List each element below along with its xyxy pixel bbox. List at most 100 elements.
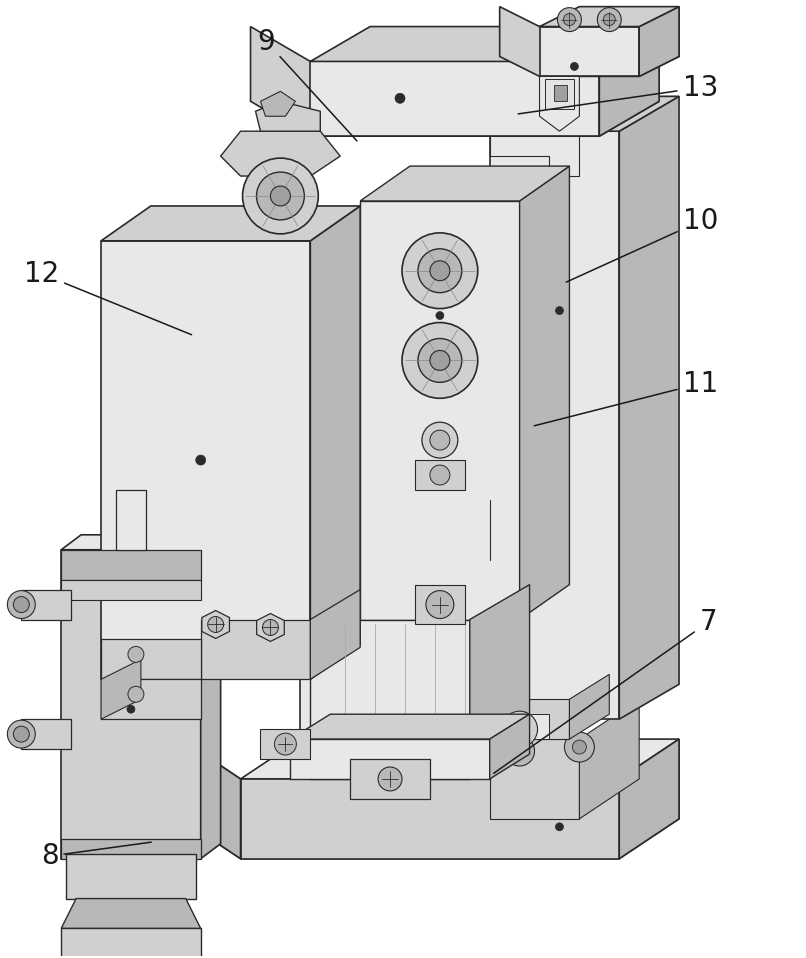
Polygon shape — [310, 27, 659, 61]
Polygon shape — [490, 131, 619, 719]
Polygon shape — [201, 535, 221, 858]
Circle shape — [208, 617, 223, 632]
Circle shape — [564, 732, 594, 762]
Circle shape — [430, 465, 450, 485]
Circle shape — [430, 430, 450, 450]
Polygon shape — [310, 206, 360, 679]
Circle shape — [345, 744, 375, 774]
Circle shape — [597, 8, 621, 32]
Circle shape — [418, 249, 462, 292]
Polygon shape — [350, 759, 430, 799]
Circle shape — [271, 186, 290, 206]
Polygon shape — [21, 589, 71, 620]
Polygon shape — [221, 131, 340, 176]
Text: 11: 11 — [534, 370, 718, 425]
Circle shape — [378, 767, 402, 791]
Polygon shape — [490, 699, 569, 740]
Polygon shape — [545, 80, 575, 109]
Polygon shape — [539, 27, 639, 77]
Circle shape — [571, 62, 579, 71]
Polygon shape — [310, 61, 600, 136]
Circle shape — [501, 711, 538, 747]
Circle shape — [256, 172, 305, 220]
Polygon shape — [101, 659, 141, 719]
Polygon shape — [619, 97, 679, 719]
Circle shape — [128, 686, 144, 702]
Polygon shape — [490, 740, 580, 819]
Circle shape — [563, 13, 575, 26]
Circle shape — [402, 323, 478, 399]
Circle shape — [604, 13, 615, 26]
Text: 9: 9 — [258, 28, 357, 141]
Circle shape — [263, 620, 278, 635]
Polygon shape — [500, 7, 679, 77]
Polygon shape — [555, 85, 567, 102]
Text: 13: 13 — [518, 74, 718, 114]
Polygon shape — [61, 839, 201, 858]
Polygon shape — [240, 740, 679, 779]
Polygon shape — [290, 740, 490, 779]
Circle shape — [402, 233, 478, 308]
Circle shape — [353, 752, 367, 766]
Text: 12: 12 — [24, 260, 192, 334]
Circle shape — [426, 591, 454, 619]
Circle shape — [430, 261, 450, 281]
Polygon shape — [600, 27, 659, 136]
Circle shape — [14, 597, 29, 612]
Circle shape — [555, 823, 563, 831]
Polygon shape — [101, 240, 310, 679]
Polygon shape — [290, 714, 530, 740]
Circle shape — [430, 351, 450, 371]
Polygon shape — [116, 490, 146, 550]
Polygon shape — [490, 714, 530, 779]
Polygon shape — [539, 7, 679, 27]
Polygon shape — [61, 899, 201, 928]
Polygon shape — [490, 500, 559, 559]
Polygon shape — [61, 928, 201, 958]
Polygon shape — [569, 674, 609, 740]
Circle shape — [555, 307, 563, 314]
Circle shape — [558, 8, 581, 32]
Polygon shape — [490, 131, 580, 176]
Circle shape — [196, 455, 206, 465]
Polygon shape — [470, 584, 530, 779]
Polygon shape — [66, 854, 196, 899]
Circle shape — [436, 311, 444, 320]
Polygon shape — [260, 91, 295, 116]
Circle shape — [127, 705, 135, 713]
Circle shape — [513, 744, 526, 758]
Circle shape — [418, 338, 462, 382]
Polygon shape — [21, 719, 71, 749]
Polygon shape — [310, 589, 360, 679]
Polygon shape — [201, 620, 310, 679]
Polygon shape — [256, 102, 320, 131]
Polygon shape — [360, 166, 569, 201]
Circle shape — [7, 591, 35, 619]
Circle shape — [14, 726, 29, 742]
Polygon shape — [101, 206, 360, 240]
Polygon shape — [310, 620, 470, 779]
Polygon shape — [360, 201, 520, 620]
Circle shape — [7, 720, 35, 748]
Circle shape — [422, 422, 458, 458]
Circle shape — [395, 93, 405, 103]
Polygon shape — [580, 699, 639, 819]
Polygon shape — [470, 351, 530, 779]
Text: 10: 10 — [566, 207, 718, 283]
Circle shape — [275, 733, 297, 755]
Polygon shape — [240, 779, 619, 858]
Polygon shape — [490, 97, 679, 131]
Polygon shape — [101, 679, 201, 719]
Polygon shape — [61, 550, 201, 858]
Circle shape — [243, 158, 318, 234]
Polygon shape — [61, 535, 221, 550]
Polygon shape — [490, 714, 550, 740]
Polygon shape — [202, 610, 230, 638]
Polygon shape — [101, 639, 201, 679]
Polygon shape — [61, 580, 201, 600]
Polygon shape — [260, 729, 310, 759]
Circle shape — [128, 647, 144, 662]
Polygon shape — [415, 584, 465, 625]
Circle shape — [425, 740, 455, 769]
Circle shape — [572, 741, 587, 754]
